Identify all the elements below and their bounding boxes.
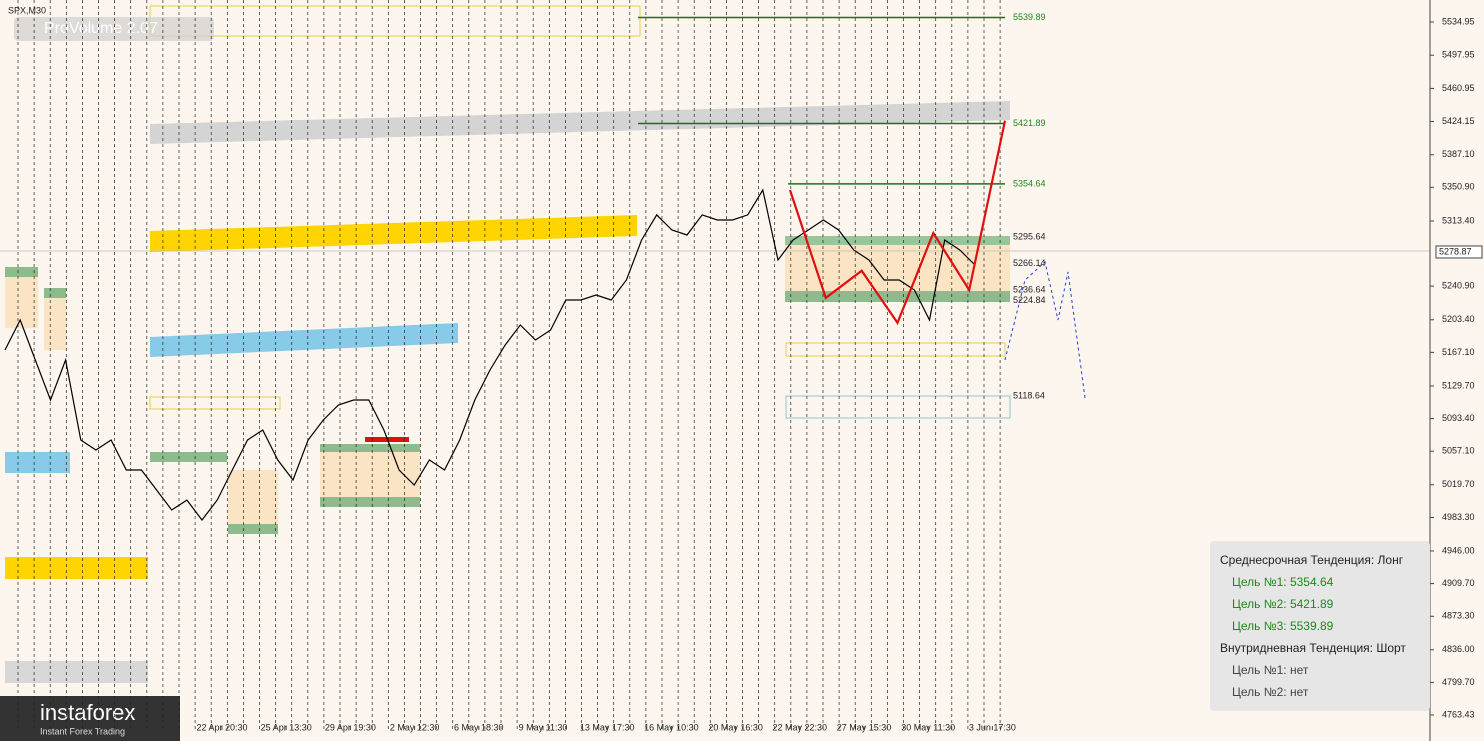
x-tick-label: 16 May 10:30	[644, 722, 699, 732]
y-tick-label: 5129.70	[1442, 380, 1475, 390]
level-label: 5236.64	[1013, 284, 1046, 294]
y-tick-label: 5167.10	[1442, 347, 1475, 357]
x-tick-label: 6 May 18:30	[454, 722, 504, 732]
y-tick-label: 5350.90	[1442, 182, 1475, 192]
panel-text: Цель №1: нет	[1232, 663, 1309, 677]
x-tick-label: 9 May 11:30	[519, 722, 568, 732]
forecast-line	[788, 120, 1007, 326]
level-label: 5421.89	[1013, 118, 1046, 128]
x-tick-label: 2 May 12:30	[390, 722, 440, 732]
current-price: 5278.87	[1439, 246, 1472, 256]
logo-tagline: Instant Forex Trading	[40, 726, 125, 736]
panel-text: Внутридневная Тенденция: Шорт	[1220, 641, 1406, 655]
y-tick-label: 5093.40	[1442, 413, 1475, 423]
level-label: 5354.64	[1013, 178, 1046, 188]
indicator-name: ProVolume 2.07	[44, 20, 158, 37]
panel-text: Цель №1: 5354.64	[1232, 575, 1334, 589]
y-tick-label: 5534.95	[1442, 16, 1475, 26]
y-tick-label: 5460.95	[1442, 83, 1475, 93]
level-label: 5295.64	[1013, 231, 1046, 241]
level-label: 5266.14	[1013, 258, 1046, 268]
x-tick-label: 22 Apr 20:30	[196, 722, 247, 732]
panel-text: Цель №2: 5421.89	[1232, 597, 1334, 611]
y-tick-label: 4983.30	[1442, 512, 1475, 522]
symbol: SPX,M30	[8, 5, 46, 15]
y-tick-label: 4873.30	[1442, 611, 1475, 621]
panel-text: Цель №3: 5539.89	[1232, 619, 1334, 633]
y-tick-label: 5424.15	[1442, 116, 1475, 126]
current-price-box	[1435, 245, 1483, 259]
y-tick-label: 4836.00	[1442, 644, 1475, 654]
y-tick-label: 5019.70	[1442, 479, 1475, 489]
x-tick-label: 30 May 11:30	[901, 722, 955, 732]
y-tick-label: 5497.95	[1442, 50, 1475, 60]
level-label: 5118.64	[1013, 390, 1045, 400]
x-tick-label: 25 Apr 13:30	[261, 722, 312, 732]
level-label: 5224.84	[1013, 295, 1046, 305]
price-line	[4, 188, 976, 521]
y-tick-label: 4799.70	[1442, 677, 1475, 687]
indicator-badge	[14, 17, 214, 41]
x-tick-label: 29 Apr 19:30	[325, 722, 376, 732]
x-tick-label: 13 May 17:30	[580, 722, 635, 732]
logo-box	[0, 696, 180, 741]
x-tick-label: 20 May 16:30	[708, 722, 763, 732]
y-tick-label: 5313.40	[1442, 215, 1475, 225]
panel-text: Цель №2: нет	[1232, 685, 1309, 699]
logo: instaforex	[40, 700, 135, 725]
y-tick-label: 5240.90	[1442, 280, 1475, 290]
x-tick-label: 3 Jun 17:30	[969, 722, 1016, 732]
y-tick-label: 5203.40	[1442, 314, 1475, 324]
x-tick-label: 27 May 15:30	[837, 722, 892, 732]
panel-text: Среднесрочная Тенденция: Лонг	[1220, 553, 1404, 567]
y-tick-label: 4946.00	[1442, 545, 1475, 555]
x-tick-label: 22 May 22:30	[773, 722, 828, 732]
y-tick-label: 4763.43	[1442, 709, 1475, 719]
level-label: 5539.89	[1013, 12, 1046, 22]
y-tick-label: 5387.10	[1442, 149, 1475, 159]
y-tick-label: 4909.70	[1442, 578, 1475, 588]
y-tick-label: 5057.10	[1442, 446, 1475, 456]
info-panel	[1210, 541, 1430, 711]
